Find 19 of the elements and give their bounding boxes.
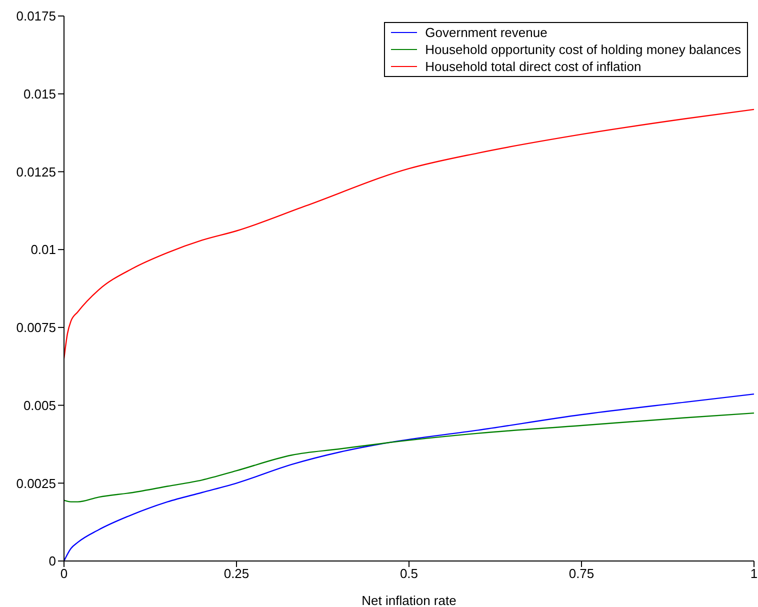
y-tick-label: 0.015 — [23, 86, 56, 102]
legend-label: Household opportunity cost of holding money balances — [425, 41, 741, 58]
x-tick-label: 1 — [750, 566, 758, 582]
y-tick-label: 0.01 — [30, 242, 56, 258]
y-tick-label: 0.0075 — [16, 320, 56, 336]
x-tick-label: 0.5 — [400, 566, 418, 582]
legend-label: Government revenue — [425, 24, 548, 41]
line-series — [64, 412, 754, 502]
y-tick-label: 0.0125 — [16, 164, 56, 180]
x-tick-label: 0 — [60, 566, 68, 582]
x-axis-title: Net inflation rate — [362, 593, 456, 607]
legend-label: Household total direct cost of inflation — [425, 58, 642, 75]
y-tick-label: 0.0025 — [16, 476, 56, 491]
x-tick-label: 0.75 — [568, 566, 594, 582]
y-tick-label: 0.005 — [23, 398, 56, 413]
x-tick-label: 0.25 — [224, 566, 250, 582]
y-tick-label: 0 — [48, 554, 56, 569]
line-series — [64, 108, 754, 360]
y-tick-label: 0.0175 — [16, 8, 56, 24]
